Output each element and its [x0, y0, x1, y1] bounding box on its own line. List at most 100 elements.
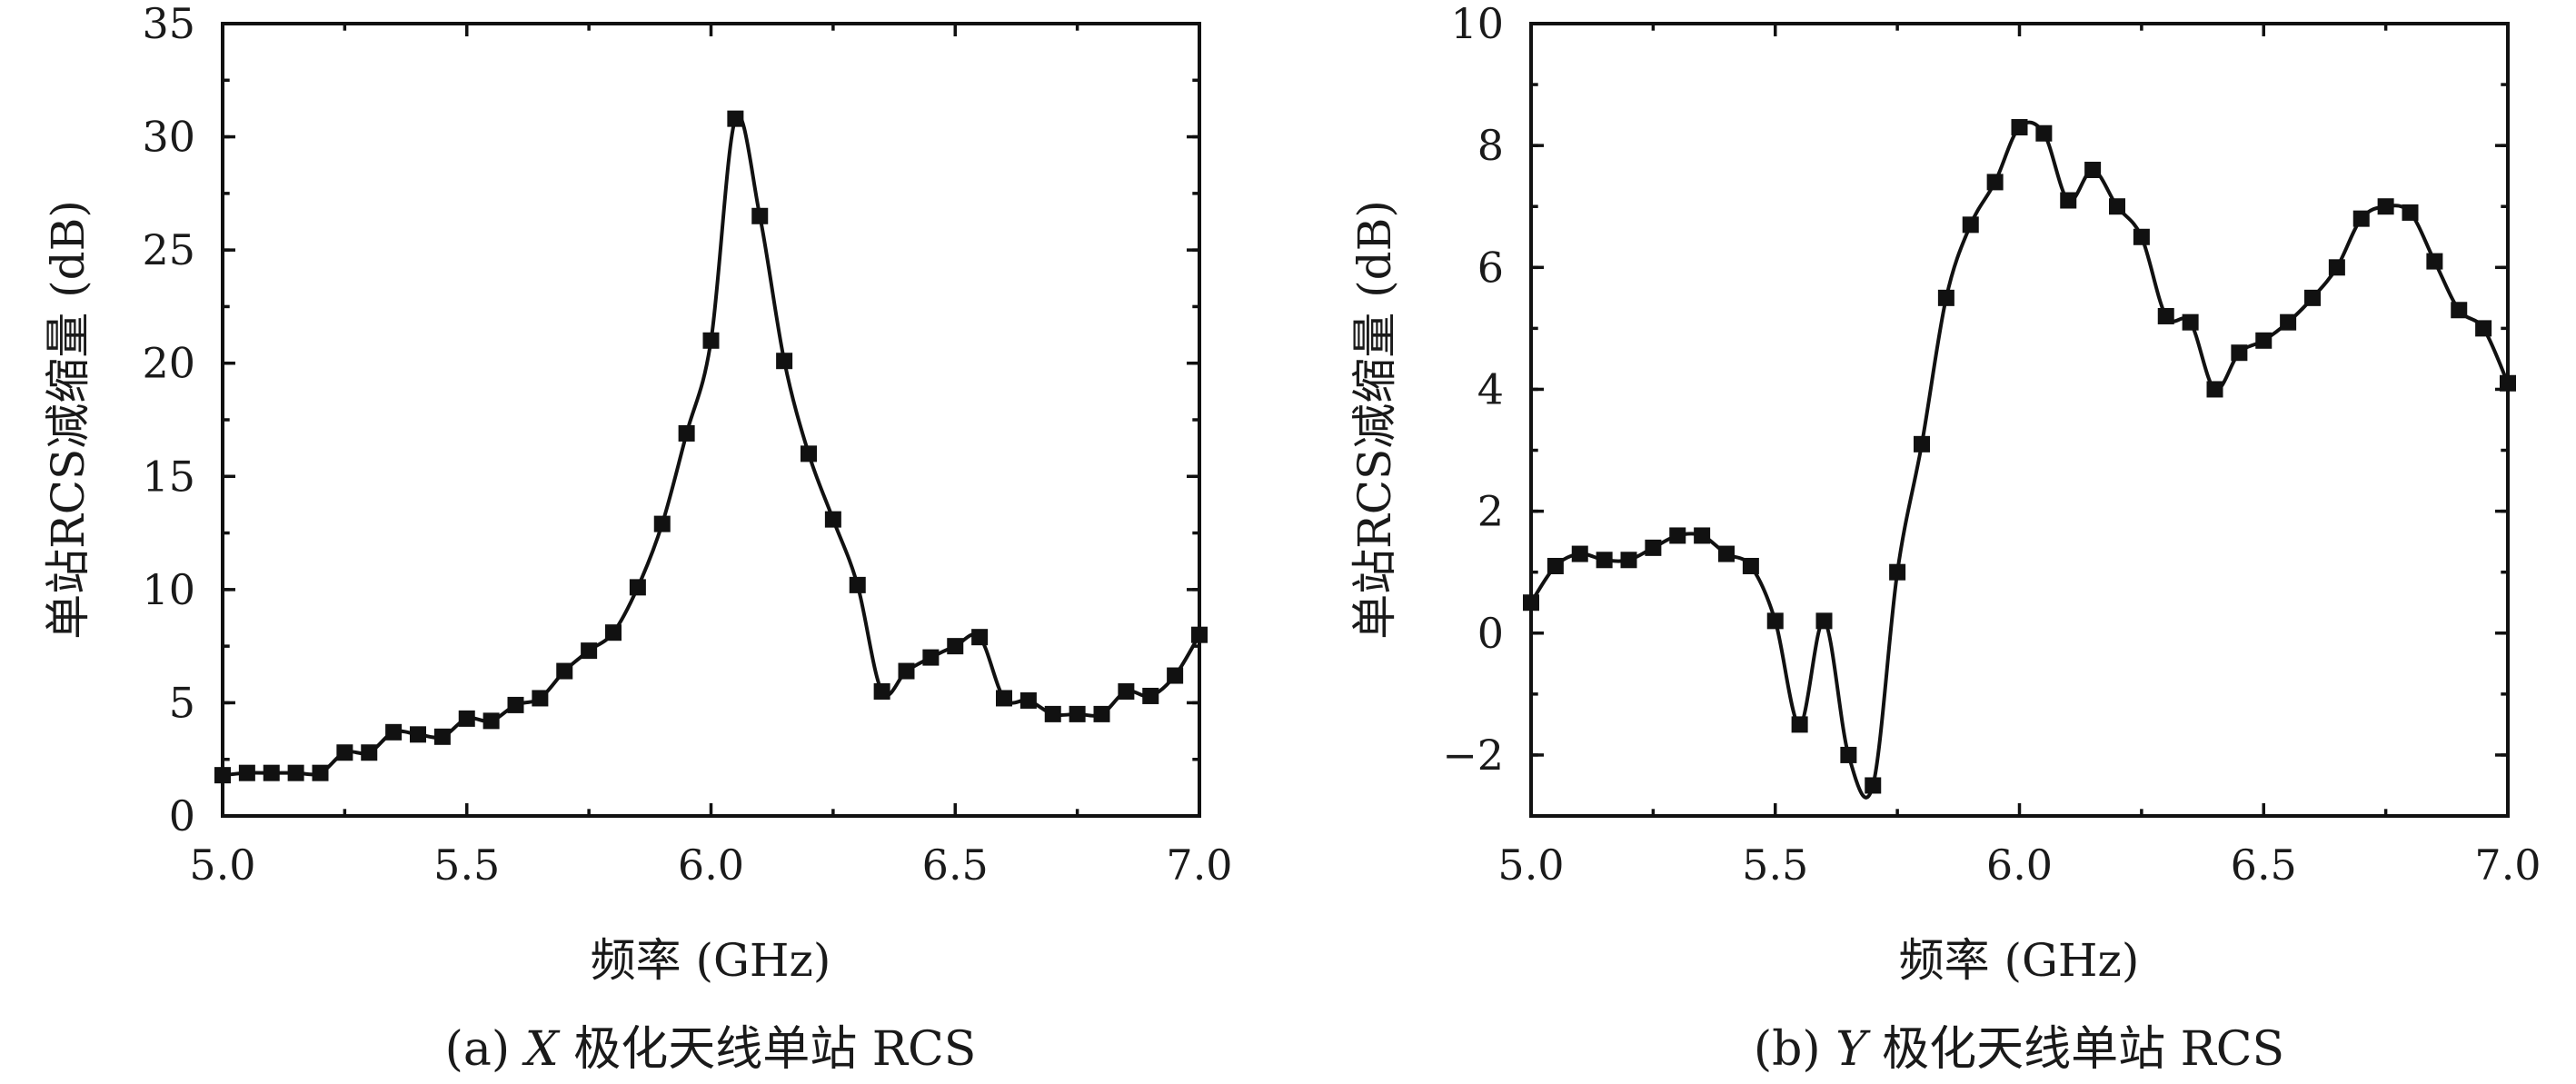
data-point [2255, 332, 2273, 349]
data-point [1889, 563, 1906, 581]
data-point [2280, 313, 2297, 331]
data-point [629, 579, 646, 596]
x-tick-label: 6.5 [922, 840, 989, 890]
data-point [385, 723, 403, 741]
y-tick-label: 0 [169, 791, 195, 840]
y-tick-label: 2 [1477, 487, 1504, 536]
y-tick-label: 4 [1477, 364, 1504, 413]
data-point [2182, 313, 2199, 331]
y-tick-label: 8 [1477, 121, 1504, 170]
data-point [1547, 557, 1564, 574]
data-point [2426, 253, 2443, 270]
data-point [824, 511, 841, 528]
data-point [1718, 545, 1735, 562]
data-point [336, 744, 353, 761]
y-tick-label: 10 [1450, 0, 1504, 48]
data-point [1865, 777, 1882, 794]
chart-a-plot-frame [221, 22, 1201, 818]
data-point [1840, 746, 1857, 763]
data-point [1142, 687, 1159, 704]
chart-panel-a: 5.0 5.5 6.0 6.5 7.0 0 5 10 15 20 25 30 35 频率 (GHz) 单… [42, 0, 1233, 1077]
data-point [1093, 705, 1110, 722]
x-tick-label: 7.0 [2474, 840, 2541, 890]
data-point [2377, 198, 2394, 215]
chart-a-x-axis-label: 频率 (GHz) [591, 934, 831, 987]
data-point [410, 726, 426, 743]
data-point [2011, 119, 2028, 136]
data-point [776, 353, 793, 370]
data-point [2035, 124, 2053, 142]
chart-a-y-axis-label: 单站RCS减缩量 (dB) [42, 200, 94, 640]
y-tick-label: 25 [142, 225, 195, 274]
chart-a-caption-var: X [522, 1022, 561, 1077]
data-point [556, 662, 573, 680]
data-point [361, 744, 378, 761]
y-tick-label: 0 [1477, 609, 1504, 658]
data-point [605, 624, 622, 641]
data-point [727, 110, 744, 127]
chart-b-x-axis-label: 频率 (GHz) [1899, 934, 2140, 987]
chart-b-caption: (b) Y 极化天线单站 RCS [1754, 1022, 2284, 1077]
data-point [2133, 228, 2150, 245]
data-point [922, 649, 940, 666]
data-point [507, 696, 524, 713]
data-point [1019, 691, 1037, 709]
chart-b-caption-prefix: (b) [1754, 1022, 1835, 1077]
y-tick-label: 20 [142, 339, 195, 388]
chart-b-plot-frame [1529, 22, 2510, 818]
data-point [2060, 192, 2077, 209]
data-point [1815, 612, 1833, 630]
data-point [2304, 289, 2321, 306]
chart-b-y-axis-label: 单站RCS减缩量 (dB) [1348, 200, 1401, 640]
data-point [1044, 705, 1061, 722]
data-point [2206, 381, 2223, 398]
data-point [971, 629, 989, 646]
data-point [1167, 667, 1184, 684]
data-point [581, 642, 598, 660]
data-point [1742, 557, 1759, 574]
chart-a-caption-suffix: 极化天线单站 RCS [559, 1022, 977, 1077]
x-tick-label: 7.0 [1166, 840, 1232, 890]
data-point [2157, 307, 2174, 324]
chart-b-caption-suffix: 极化天线单站 RCS [1867, 1022, 2285, 1077]
data-point [482, 712, 500, 730]
data-point [458, 710, 475, 727]
data-point [849, 576, 866, 593]
y-tick-label: 30 [142, 113, 195, 162]
x-tick-label: 5.5 [1742, 840, 1808, 890]
y-tick-label: −2 [1442, 731, 1504, 780]
chart-b-series-line [1529, 120, 2510, 800]
data-point [1645, 539, 1662, 556]
data-point [1937, 289, 1954, 306]
chart-b-series [1523, 119, 2516, 800]
data-point [287, 764, 304, 781]
data-point [238, 764, 255, 781]
y-tick-label: 35 [142, 0, 195, 48]
data-point [873, 682, 890, 700]
data-point [751, 207, 769, 224]
data-point [532, 690, 549, 707]
data-point [702, 332, 720, 349]
data-point [2475, 320, 2492, 337]
data-point [801, 445, 817, 462]
x-tick-label: 5.0 [189, 840, 255, 890]
chart-a-ticks: 5.0 5.5 6.0 6.5 7.0 0 5 10 15 20 25 30 35 [142, 0, 1232, 890]
chart-b-caption-var: Y [1835, 1022, 1871, 1077]
data-point [1596, 552, 1613, 569]
data-point [1118, 682, 1135, 700]
chart-a-series-line [222, 114, 1201, 778]
data-point [2402, 204, 2419, 221]
y-tick-label: 5 [169, 678, 195, 727]
data-point [2231, 344, 2248, 362]
y-tick-label: 15 [142, 452, 195, 501]
chart-panel-b: 5.0 5.5 6.0 6.5 7.0 −2 0 2 4 6 8 10 频率 (GHz) 单站RCS减… [1348, 0, 2541, 1077]
data-point [678, 424, 695, 442]
data-point [1791, 716, 1808, 733]
data-point [1986, 174, 2004, 191]
data-point [2109, 198, 2125, 215]
data-point [1620, 552, 1637, 569]
data-point [312, 764, 329, 781]
data-point [1962, 216, 1979, 234]
x-tick-label: 5.0 [1497, 840, 1564, 890]
